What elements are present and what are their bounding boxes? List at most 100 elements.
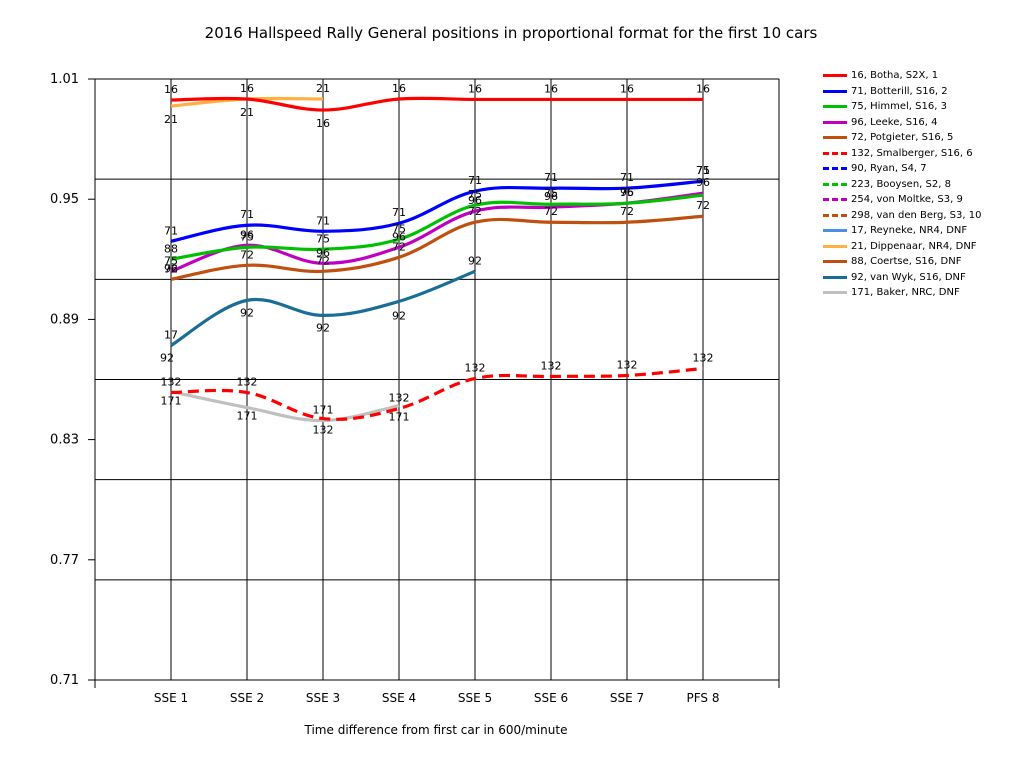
data-label: 75 — [240, 230, 254, 243]
legend-label: 90, Ryan, S4, 7 — [851, 163, 927, 174]
legend-label: 17, Reyneke, NR4, DNF — [851, 225, 968, 236]
x-axis-title: Time difference from first car in 600/mi… — [304, 723, 568, 737]
data-label: 88 — [164, 242, 178, 255]
data-label: 72 — [316, 254, 330, 267]
legend-item: 21, Dippenaar, NR4, DNF — [821, 239, 1021, 255]
data-label: 132 — [465, 361, 486, 374]
x-tick-label: SSE 2 — [230, 691, 264, 705]
series-line-132 — [170, 366, 704, 421]
data-label: 92 — [160, 351, 174, 364]
data-label: 21 — [164, 113, 178, 126]
y-tick-label: 0.77 — [50, 553, 79, 568]
legend-label: 96, Leeke, S16, 4 — [851, 116, 938, 128]
data-label: 21 — [240, 106, 254, 119]
data-label: 16 — [164, 83, 178, 96]
legend-item: 71, Botterill, S16, 2 — [821, 84, 1021, 100]
data-label: 16 — [316, 117, 330, 130]
series-line-71 — [170, 179, 704, 243]
legend-item: 75, Himmel, S16, 3 — [821, 99, 1021, 115]
legend-swatch — [823, 244, 847, 248]
data-label: 16 — [620, 82, 634, 95]
legend-item: 72, Potgieter, S16, 5 — [821, 130, 1021, 146]
data-label: 75 — [620, 186, 634, 199]
data-label: 92 — [240, 306, 254, 319]
data-label: 71 — [468, 174, 482, 187]
data-label: 132 — [237, 376, 258, 389]
data-label: 72 — [620, 205, 634, 218]
data-label: 72 — [696, 199, 710, 212]
legend-label: 132, Smalberger, S16, 6 — [851, 147, 973, 159]
legend-label: 21, Dippenaar, NR4, DNF — [851, 240, 977, 252]
data-label: 96 — [392, 230, 406, 243]
legend-item: 92, van Wyk, S16, DNF — [821, 270, 1021, 286]
x-tick-label: SSE 7 — [610, 691, 644, 705]
legend-label: 254, von Moltke, S3, 9 — [851, 194, 963, 205]
legend-item: 16, Botha, S2X, 1 — [821, 68, 1021, 84]
legend-item: 96, Leeke, S16, 4 — [821, 115, 1021, 131]
data-label: 71 — [696, 164, 710, 177]
series-lines — [170, 96, 704, 423]
legend-item: 132, Smalberger, S16, 6 — [821, 146, 1021, 162]
x-tick-label: SSE 3 — [306, 691, 340, 705]
legend-swatch — [823, 167, 847, 170]
data-label: 92 — [392, 309, 406, 322]
legend-swatch — [823, 89, 847, 93]
data-label: 16 — [544, 82, 558, 95]
data-label: 16 — [240, 82, 254, 95]
legend-label: 298, van den Berg, S3, 10 — [851, 209, 982, 221]
series-line-72 — [170, 214, 704, 281]
data-label: 92 — [468, 254, 482, 267]
legend-item: 17, Reyneke, NR4, DNF — [821, 223, 1021, 239]
data-label: 132 — [541, 359, 562, 372]
data-label: 171 — [237, 410, 258, 423]
data-labels: 16 16 21 16 16 16 16 16212116717596729271887572… — [160, 82, 714, 437]
y-tick-label: 0.89 — [50, 312, 79, 327]
data-label: 72 — [468, 205, 482, 218]
series-line-16 — [170, 96, 703, 112]
data-label: 92 — [316, 321, 330, 334]
legend-label: 75, Himmel, S16, 3 — [851, 101, 947, 112]
data-label: 96 — [240, 228, 254, 241]
x-tick-label: SSE 1 — [154, 691, 188, 705]
data-label: 132 — [389, 392, 410, 405]
data-label: 71 — [240, 208, 254, 221]
data-label: 75 — [392, 222, 406, 235]
data-label: 75 — [544, 187, 558, 200]
legend-swatch — [823, 229, 847, 232]
data-label: 132 — [313, 424, 334, 437]
legend-label: 92, van Wyk, S16, DNF — [851, 271, 966, 283]
data-label: 96 — [544, 190, 558, 203]
legend-swatch — [823, 182, 847, 186]
data-label: 171 — [161, 395, 182, 408]
data-label: 16 — [696, 82, 710, 95]
data-label: 71 — [544, 171, 558, 184]
data-label: 71 — [620, 171, 634, 184]
data-label: 72 — [392, 240, 406, 253]
data-label: 16 — [468, 82, 482, 95]
data-label: 72 — [544, 205, 558, 218]
x-tick-label: SSE 5 — [458, 691, 492, 705]
data-label: 75 — [316, 232, 330, 245]
data-label: 71 — [164, 224, 178, 237]
data-label: 132 — [617, 358, 638, 371]
data-label: 71 — [392, 206, 406, 219]
data-label: 132 — [161, 376, 182, 389]
legend-swatch — [823, 74, 847, 77]
x-tick-label: PFS 8 — [687, 691, 720, 705]
legend-item: 254, von Moltke, S3, 9 — [821, 192, 1021, 208]
legend-label: 16, Botha, S2X, 1 — [851, 70, 939, 81]
grid-lines — [95, 78, 779, 681]
legend-swatch — [823, 105, 847, 108]
y-tick-label: 0.95 — [50, 192, 79, 207]
data-label: 71 — [316, 214, 330, 227]
legend-label: 88, Coertse, S16, DNF — [851, 256, 962, 267]
y-tick-label: 1.01 — [50, 72, 79, 87]
data-label: 16 — [392, 82, 406, 95]
chart-title: 2016 Hallspeed Rally General positions i… — [205, 24, 818, 42]
y-tick-label: 0.71 — [50, 673, 79, 688]
series-line-75 — [170, 193, 704, 261]
data-label: 72 — [240, 248, 254, 261]
data-label: 96 — [468, 194, 482, 207]
legend-label: 171, Baker, NRC, DNF — [851, 287, 960, 298]
